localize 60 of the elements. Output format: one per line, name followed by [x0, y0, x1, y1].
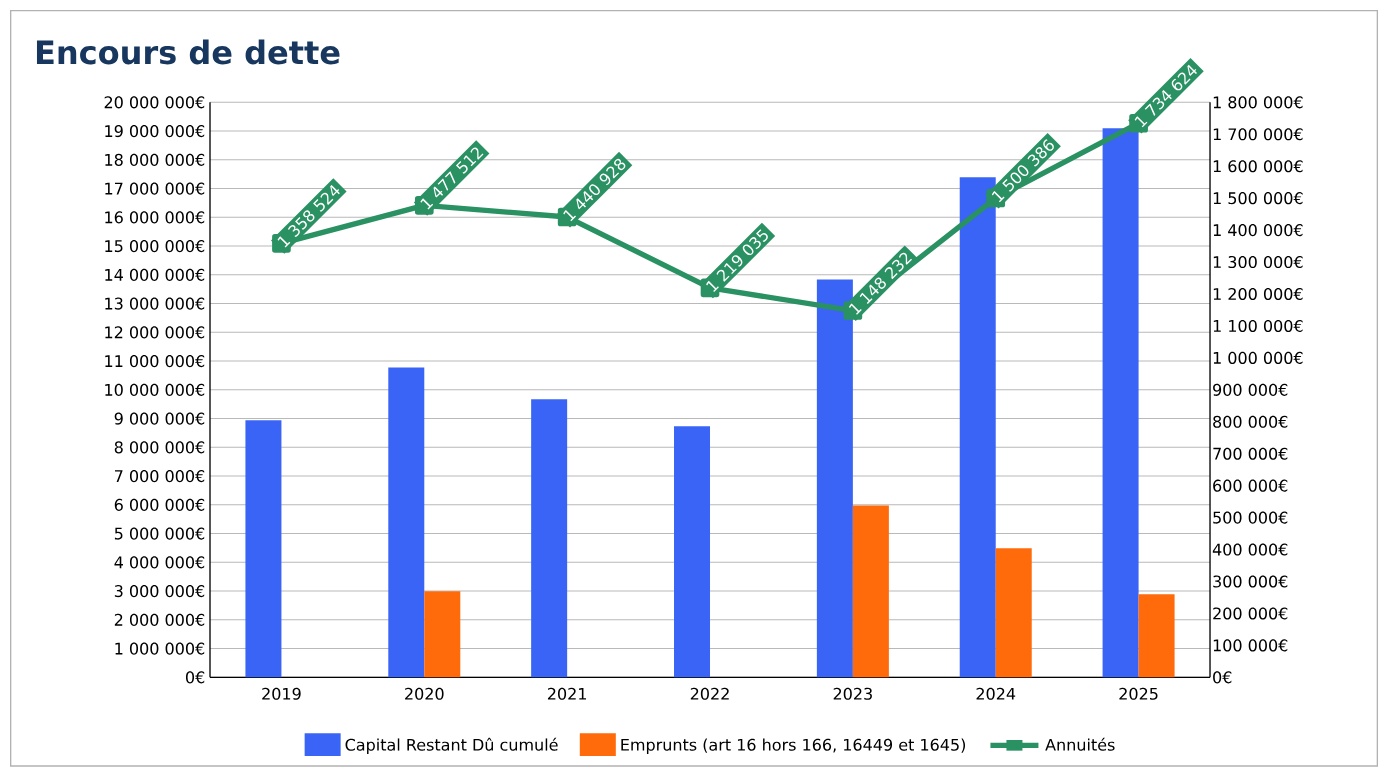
x-tick-label: 2021	[547, 687, 587, 700]
legend-label: Emprunts (art 16 hors 166, 16449 et 1645)	[621, 738, 966, 754]
y2-tick-label: 900 000€	[1213, 383, 1288, 396]
legend-label: Capital Restant Dû cumulé	[345, 737, 558, 754]
y-tick-label: 16 000 000€	[105, 211, 205, 224]
bar	[388, 367, 425, 678]
x-tick-label: 2022	[690, 687, 729, 700]
bar	[245, 420, 282, 678]
bar	[531, 399, 568, 678]
bar	[424, 591, 461, 678]
chart-title: Encours de dette	[36, 39, 340, 65]
y2-tick-label: 1 500 000€	[1213, 192, 1303, 205]
y-tick-label: 3 000 000€	[114, 585, 205, 598]
y2-tick-label: 300 000€	[1213, 575, 1288, 588]
y-tick-label: 7 000 000€	[115, 470, 205, 483]
y-tick-label: 6 000 000€	[114, 498, 205, 511]
y2-tick-label: 1 400 000€	[1213, 224, 1303, 237]
bar	[852, 505, 889, 678]
legend-label: Annuités	[1045, 737, 1115, 751]
y2-tick-label: 700 000€	[1213, 447, 1288, 460]
y2-tick-label: 1 000 000€	[1213, 351, 1303, 364]
y-tick-label: 0€	[185, 671, 205, 684]
y-tick-label: 19 000 000€	[105, 125, 205, 138]
y-tick-label: 8 000 000€	[114, 441, 205, 454]
y-tick-label: 12 000 000€	[105, 326, 205, 339]
y2-tick-label: 200 000€	[1213, 607, 1288, 620]
x-tick-label: 2024	[976, 687, 1016, 700]
y-tick-label: 10 000 000€	[105, 383, 205, 396]
bar	[995, 548, 1032, 678]
y2-tick-label: 1 700 000€	[1213, 128, 1303, 141]
y-tick-label: 11 000 000€	[105, 355, 205, 368]
y2-tick-label: 1 100 000€	[1213, 319, 1303, 332]
y-tick-label: 1 000 000€	[115, 642, 205, 655]
y-tick-label: 15 000 000€	[105, 240, 205, 253]
x-tick-label: 2023	[833, 687, 872, 700]
x-tick-label: 2020	[405, 687, 444, 700]
y-tick-label: 20 000 000€	[104, 96, 205, 109]
y2-tick-label: 1 200 000€	[1213, 287, 1303, 301]
bar	[1102, 128, 1139, 678]
y-tick-label: 18 000 000€	[105, 153, 205, 166]
y-tick-label: 2 000 000€	[114, 613, 205, 626]
y-tick-label: 13 000 000€	[105, 297, 205, 310]
y-tick-label: 5 000 000€	[114, 527, 205, 540]
y2-tick-label: 100 000€	[1213, 639, 1288, 652]
y2-tick-label: 800 000€	[1213, 415, 1288, 428]
y2-tick-label: 0€	[1213, 671, 1232, 684]
y2-tick-label: 1 300 000€	[1213, 256, 1303, 269]
y2-tick-label: 500 000€	[1213, 511, 1288, 524]
y2-tick-label: 600 000€	[1213, 479, 1288, 492]
y-tick-label: 4 000 000€	[114, 556, 205, 569]
y-tick-label: 17 000 000€	[105, 182, 205, 195]
y-tick-label: 9 000 000€	[114, 412, 205, 425]
y-tick-label: 14 000 000€	[105, 268, 205, 281]
x-tick-label: 2019	[262, 687, 301, 700]
bar	[674, 426, 711, 678]
y2-tick-label: 1 800 000€	[1213, 96, 1303, 109]
y2-tick-label: 1 600 000€	[1213, 160, 1303, 173]
x-tick-label: 2025	[1119, 687, 1158, 700]
y2-tick-label: 400 000€	[1212, 543, 1288, 556]
bar	[1138, 594, 1175, 678]
